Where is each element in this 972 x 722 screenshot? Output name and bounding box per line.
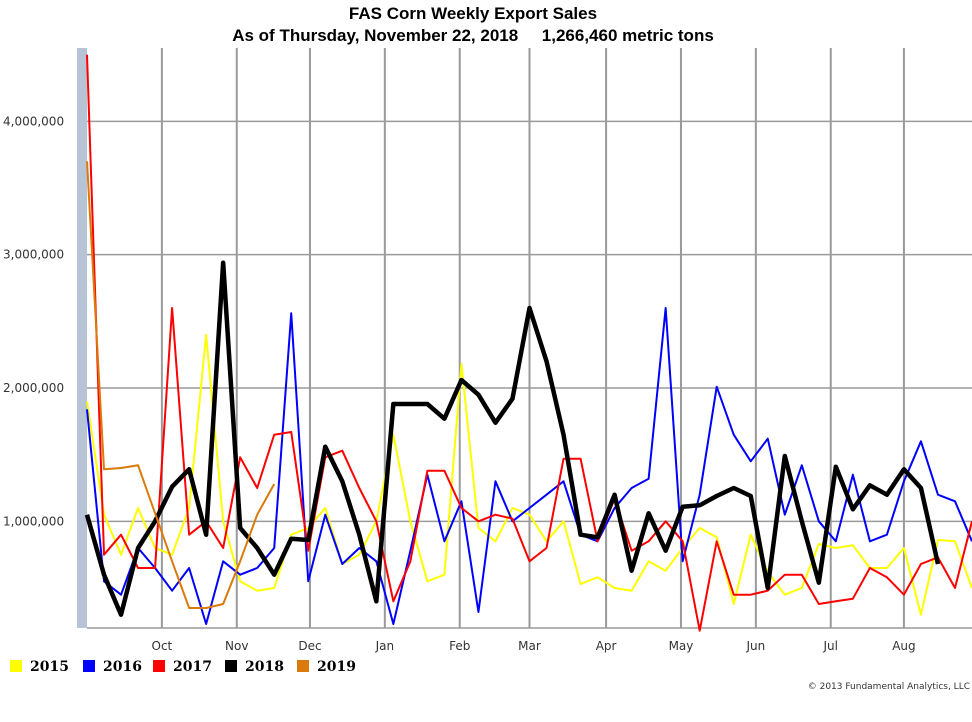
y-tick-label: 1,000,000 — [3, 514, 64, 528]
legend-label-2016: 2016 — [103, 659, 142, 675]
copyright-text: © 2013 Fundamental Analytics, LLC — [808, 682, 970, 692]
legend-swatch-2018 — [225, 660, 237, 672]
plot-left-edge-bar — [77, 48, 87, 628]
x-tick-label: Jan — [375, 639, 395, 653]
x-tick-label: Jun — [745, 639, 765, 653]
x-tick-label: Mar — [518, 639, 541, 653]
x-tick-label: Oct — [152, 639, 173, 653]
chart-title: FAS Corn Weekly Export Sales — [349, 4, 597, 23]
series-line-2019 — [86, 161, 276, 609]
y-axis: 1,000,000 2,000,000 3,000,000 4,000,000 — [3, 114, 64, 528]
x-axis: Oct Nov Dec Jan Feb Mar Apr May Jun Jul Aug — [152, 639, 916, 653]
chart-subtitle: As of Thursday, November 22, 2018 1,266,… — [232, 26, 714, 45]
x-tick-label: Jul — [822, 639, 837, 653]
legend-swatch-2019 — [297, 660, 309, 672]
legend-label-2018: 2018 — [245, 659, 284, 675]
legend-label-2017: 2017 — [173, 659, 212, 675]
x-tick-label: Aug — [892, 639, 915, 653]
series-group — [84, 54, 972, 632]
legend-swatch-2016 — [83, 660, 95, 672]
series-line-2016 — [86, 307, 972, 625]
x-tick-label: May — [669, 639, 694, 653]
grid — [87, 48, 972, 629]
series-line-2017 — [86, 54, 972, 632]
x-tick-label: Dec — [298, 639, 321, 653]
x-tick-label: Apr — [596, 639, 617, 653]
series-line-2018 — [84, 260, 941, 617]
legend-swatch-2015 — [10, 660, 22, 672]
y-tick-label: 4,000,000 — [3, 114, 64, 128]
y-tick-label: 2,000,000 — [3, 381, 64, 395]
legend: 2015 2016 2017 2018 2019 — [10, 659, 356, 675]
legend-label-2019: 2019 — [317, 659, 356, 675]
y-tick-label: 3,000,000 — [3, 248, 64, 262]
legend-swatch-2017 — [153, 660, 165, 672]
x-tick-label: Feb — [449, 639, 470, 653]
x-tick-label: Nov — [225, 639, 248, 653]
legend-label-2015: 2015 — [30, 659, 69, 675]
